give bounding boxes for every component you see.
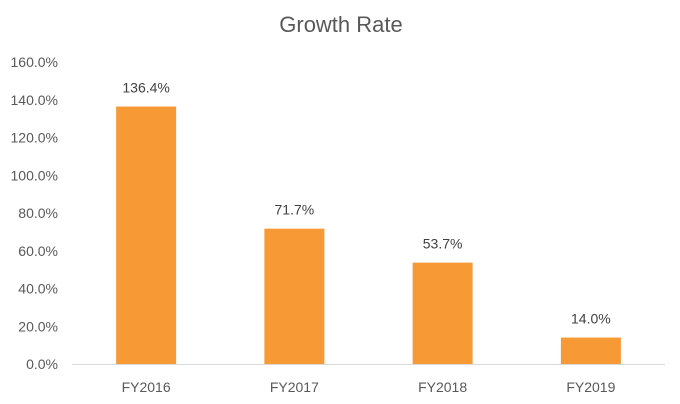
y-tick-label: 120.0% [11, 130, 58, 146]
x-axis-labels: FY2016 FY2017 FY2018 FY2019 [122, 379, 616, 395]
x-tick-label: FY2018 [418, 379, 467, 395]
y-tick-label: 0.0% [26, 356, 58, 372]
x-tick-label: FY2016 [122, 379, 171, 395]
bar-fy2018 [412, 262, 473, 364]
y-tick-label: 160.0% [11, 54, 58, 70]
x-tick-label: FY2017 [270, 379, 319, 395]
bar-fy2016 [116, 106, 177, 365]
y-axis-ticks: 0.0% 20.0% 40.0% 60.0% 80.0% 100.0% 120.0% 140.… [11, 54, 58, 372]
bar-fy2019 [560, 337, 621, 364]
data-label: 14.0% [571, 311, 611, 327]
y-tick-label: 140.0% [11, 92, 58, 108]
y-tick-label: 100.0% [11, 167, 58, 183]
y-tick-label: 80.0% [18, 205, 58, 221]
y-tick-label: 20.0% [18, 318, 58, 334]
bar-fy2017 [264, 228, 325, 364]
y-tick-label: 40.0% [18, 281, 58, 297]
chart-title: Growth Rate [279, 12, 403, 37]
data-label: 136.4% [122, 80, 169, 96]
x-tick-label: FY2019 [566, 379, 615, 395]
data-label: 53.7% [423, 236, 463, 252]
data-label: 71.7% [275, 202, 315, 218]
data-labels: 136.4% 71.7% 53.7% 14.0% [122, 80, 610, 327]
bars [116, 106, 621, 365]
y-tick-label: 60.0% [18, 243, 58, 259]
